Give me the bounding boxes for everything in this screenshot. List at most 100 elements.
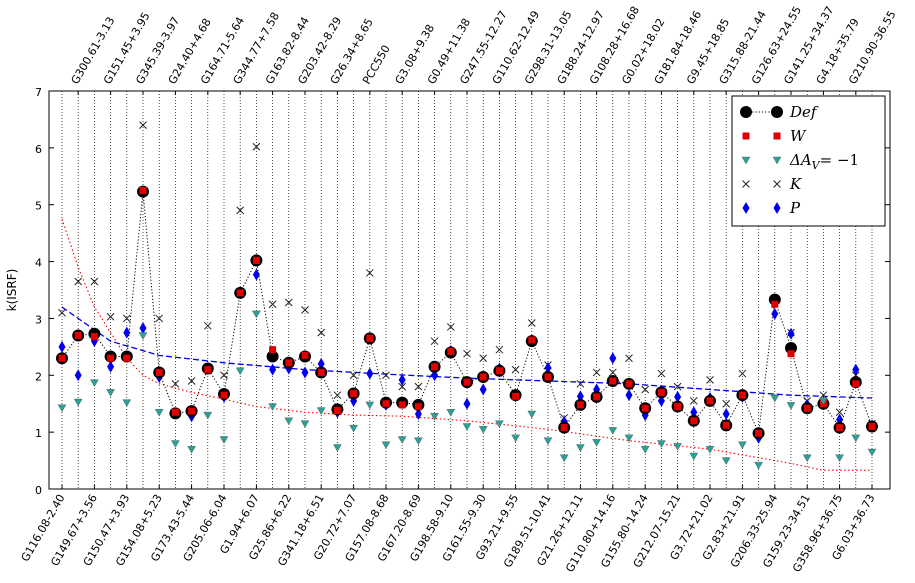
w-point <box>155 368 163 376</box>
w-point <box>204 366 212 374</box>
p-point <box>787 327 795 340</box>
dav-point <box>592 439 601 447</box>
dav-point <box>741 156 751 165</box>
dav-point <box>446 409 456 417</box>
p-point <box>269 363 277 376</box>
k-point <box>576 379 585 388</box>
w-point <box>58 354 66 362</box>
dav-point <box>122 399 132 407</box>
dav-point <box>867 448 877 457</box>
w-point <box>447 347 455 355</box>
p-point <box>722 407 730 420</box>
p-point <box>58 340 66 353</box>
dav-point <box>624 434 634 443</box>
k-point <box>673 382 682 391</box>
k-point <box>122 314 131 323</box>
dav-point <box>754 461 763 470</box>
legend-label: P <box>789 199 801 217</box>
w-point <box>220 391 228 399</box>
dav-point <box>219 436 229 444</box>
y-tick-label: 0 <box>35 484 42 497</box>
p-point <box>139 322 147 335</box>
trend-line <box>61 306 873 399</box>
w-point <box>398 401 406 409</box>
legend-label: Def <box>789 103 819 121</box>
p-point <box>301 366 309 379</box>
k-point <box>268 300 277 309</box>
k-point <box>689 397 698 405</box>
k-point <box>722 399 731 408</box>
dav-point <box>770 394 780 403</box>
dav-point <box>397 436 407 444</box>
w-point <box>738 391 746 399</box>
y-tick-label: 4 <box>35 257 42 270</box>
k-point <box>592 368 601 377</box>
dav-point <box>333 444 342 452</box>
dav-point <box>138 332 148 340</box>
w-point <box>593 393 601 401</box>
w-point <box>285 359 293 367</box>
w-point <box>706 397 714 405</box>
p-point <box>742 202 750 214</box>
k-point <box>625 354 633 363</box>
w-point <box>495 367 503 375</box>
trend-line <box>61 218 872 471</box>
w-point <box>674 403 682 411</box>
w-point <box>560 424 568 432</box>
w-point <box>868 422 876 430</box>
dav-point <box>673 443 682 451</box>
k-point <box>203 321 212 330</box>
p-point <box>852 363 860 376</box>
w-point <box>350 389 358 397</box>
legend-suffix: = −1 <box>820 151 859 169</box>
w-point <box>787 350 795 358</box>
dav-point <box>851 434 861 443</box>
def-point <box>266 350 279 363</box>
w-point <box>512 392 520 400</box>
w-point <box>836 424 844 432</box>
dav-point <box>300 420 310 429</box>
p-point <box>674 390 682 403</box>
w-point <box>123 354 131 362</box>
dav-point <box>203 411 213 420</box>
w-point <box>722 421 730 429</box>
dav-point <box>316 407 326 415</box>
k-point <box>608 368 617 377</box>
dav-point <box>608 427 618 435</box>
plot-frame <box>48 90 891 490</box>
k-point <box>495 345 504 354</box>
k-point <box>479 354 488 363</box>
k-point <box>252 142 261 151</box>
y-tick-label: 1 <box>35 427 42 440</box>
legend-subscript: V <box>812 159 821 172</box>
w-point <box>463 378 471 386</box>
dav-point <box>786 402 796 410</box>
p-point <box>398 373 406 386</box>
k-point <box>171 379 180 388</box>
dav-point <box>430 413 439 421</box>
k-point <box>139 121 147 129</box>
dav-point <box>414 437 423 446</box>
data-series <box>56 121 878 470</box>
w-point <box>317 368 325 376</box>
w-point <box>382 400 390 408</box>
legend-label: K <box>789 175 802 193</box>
w-point <box>657 388 665 396</box>
legend: Def W ΔAV= −1 KP <box>731 95 886 227</box>
k-point <box>738 369 747 378</box>
y-tick-label: 6 <box>35 143 42 156</box>
k-point <box>236 206 245 215</box>
k-point <box>301 306 309 314</box>
p-point <box>625 389 633 402</box>
dav-point <box>171 440 180 448</box>
w-point <box>74 331 82 339</box>
k-point <box>463 349 471 358</box>
w-point <box>742 132 750 140</box>
w-point <box>528 336 536 344</box>
w-point <box>576 401 584 409</box>
w-point <box>171 408 179 416</box>
w-point <box>366 334 374 342</box>
dav-point <box>478 426 488 434</box>
w-point <box>414 403 422 411</box>
dav-point <box>57 404 67 413</box>
